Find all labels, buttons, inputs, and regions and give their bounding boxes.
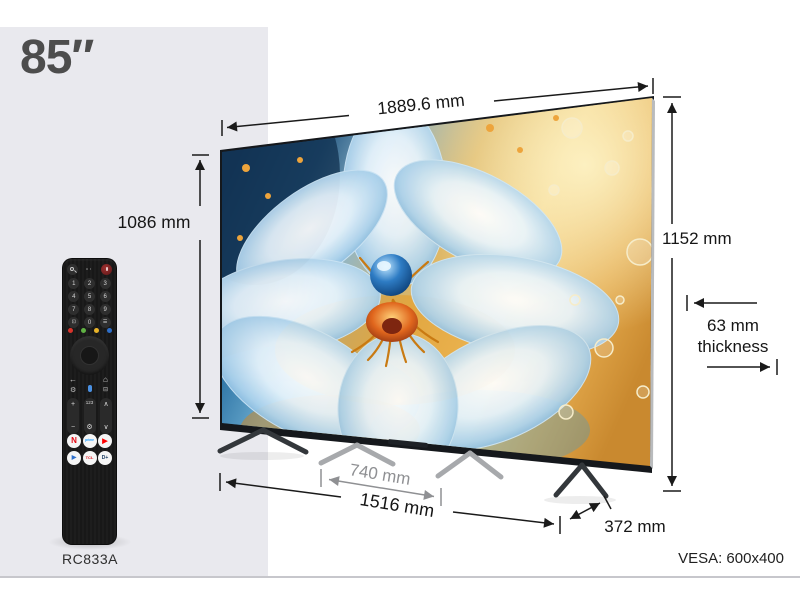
netflix-button: N — [67, 434, 81, 448]
remote-model-label: RC833A — [62, 551, 118, 567]
green-button — [81, 328, 86, 333]
stand-depth-label: 372 mm — [604, 517, 666, 536]
tv-logo — [387, 439, 428, 448]
dpad-ok-button — [80, 346, 99, 365]
yellow-button — [94, 328, 99, 333]
tcl-channel-button: ▶ — [67, 451, 81, 465]
channel-rocker: ∧ ∨ — [100, 398, 112, 434]
digit-6-button: 6 — [99, 291, 111, 302]
dpad — [70, 336, 109, 375]
digit-1-button: 1 — [68, 278, 80, 289]
numpad-quickmenu: 123 ⚙ — [83, 398, 96, 434]
indicator-dots — [86, 268, 94, 272]
digit-7-button: 7 — [68, 304, 80, 315]
back-button: ← — [69, 375, 77, 384]
digit-8-button: 8 — [83, 304, 95, 315]
vesa-label: VESA: 600x400 — [678, 550, 784, 567]
tv-stand-feet — [217, 427, 609, 499]
power-icon — [105, 266, 108, 271]
thickness-word-label: thickness — [697, 337, 769, 356]
home-button: ⌂ — [103, 375, 108, 384]
digit-9-button: 9 — [99, 304, 111, 315]
search-button — [67, 264, 78, 275]
input-button: ⊡ — [68, 317, 80, 328]
disney-plus-button: D+ — [98, 451, 112, 465]
number-pad: 1 2 3 4 5 6 7 8 9 ⊡ 0 ☰ — [66, 277, 113, 329]
search-icon — [70, 267, 74, 271]
inner-width-dimension — [320, 469, 442, 506]
blue-button — [107, 328, 112, 333]
dimension-lines — [192, 78, 778, 534]
menu-button: ☰ — [99, 317, 111, 328]
microphone-icon — [88, 385, 92, 392]
screen-size-label: 85″ — [20, 31, 94, 84]
color-buttons — [68, 328, 112, 333]
tcl-button: TCL — [82, 451, 97, 465]
digit-4-button: 4 — [68, 291, 80, 302]
settings-button: ⚙ — [70, 387, 77, 394]
tv-screen — [222, 98, 652, 466]
remote-control: 1 2 3 4 5 6 7 8 9 ⊡ 0 ☰ ← ⌂ ⚙ ⊟ — [62, 258, 117, 545]
bottom-divider — [0, 576, 800, 578]
prime-video-button: prime — [82, 434, 97, 448]
volume-rocker: + − — [67, 398, 79, 434]
screen-height-dimension-label: 1086 mm — [117, 212, 191, 232]
thickness-value-label: 63 mm — [707, 316, 759, 335]
red-button — [68, 328, 73, 333]
source-button: ⊟ — [103, 387, 109, 393]
total-height-dimension-label: 1152 mm — [662, 229, 732, 248]
digit-3-button: 3 — [99, 278, 111, 289]
digit-0-button: 0 — [83, 317, 95, 328]
power-button — [101, 264, 112, 275]
youtube-button: ▶ — [98, 434, 112, 448]
digit-5-button: 5 — [83, 291, 95, 302]
digit-2-button: 2 — [83, 278, 95, 289]
